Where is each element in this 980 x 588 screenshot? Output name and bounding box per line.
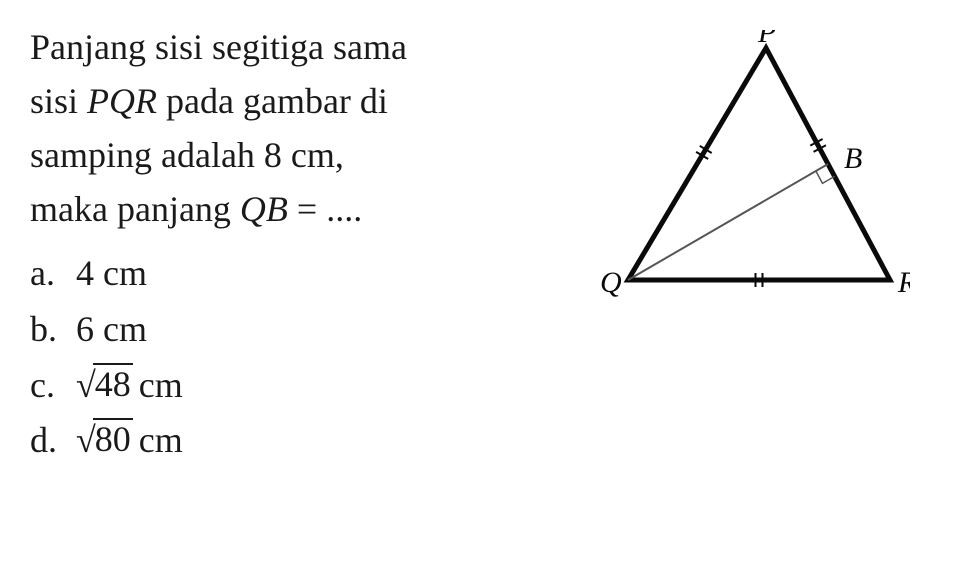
option-d-unit: cm xyxy=(139,413,183,469)
q-line4-pre: maka panjang xyxy=(30,189,240,229)
svg-text:Q: Q xyxy=(600,266,622,299)
svg-text:R: R xyxy=(897,266,910,299)
answer-options: a. 4 cm b. 6 cm c. √ 48 cm d. √ 80 xyxy=(30,246,570,469)
q-line3: samping adalah 8 cm, xyxy=(30,135,344,175)
option-d: d. √ 80 cm xyxy=(30,413,570,469)
triangle-svg: P Q R B xyxy=(590,30,910,310)
option-b-value: 6 cm xyxy=(76,302,147,358)
q-line2-pre: sisi xyxy=(30,81,87,121)
q-line1: Panjang sisi segitiga sama xyxy=(30,27,407,67)
option-c: c. √ 48 cm xyxy=(30,358,570,414)
option-a-label: a. xyxy=(30,246,60,302)
option-b-label: b. xyxy=(30,302,60,358)
option-c-sqrt: √ 48 xyxy=(76,358,133,414)
question-text: Panjang sisi segitiga sama sisi PQR pada… xyxy=(30,20,570,236)
option-d-label: d. xyxy=(30,413,60,469)
option-d-sqrt: √ 80 xyxy=(76,413,133,469)
option-a-value: 4 cm xyxy=(76,246,147,302)
option-b: b. 6 cm xyxy=(30,302,570,358)
q-line4-it: QB xyxy=(240,189,288,229)
q-line2-it: PQR xyxy=(87,81,157,121)
svg-text:B: B xyxy=(844,142,862,175)
option-c-unit: cm xyxy=(139,358,183,414)
svg-text:P: P xyxy=(757,30,776,49)
option-d-radicand: 80 xyxy=(93,418,133,460)
q-line2-post: pada gambar di xyxy=(157,81,388,121)
option-a: a. 4 cm xyxy=(30,246,570,302)
option-c-label: c. xyxy=(30,358,60,414)
triangle-diagram: P Q R B xyxy=(590,20,910,469)
q-line4-post: = .... xyxy=(288,189,362,229)
question-text-block: Panjang sisi segitiga sama sisi PQR pada… xyxy=(30,20,570,469)
option-c-radicand: 48 xyxy=(93,363,133,405)
